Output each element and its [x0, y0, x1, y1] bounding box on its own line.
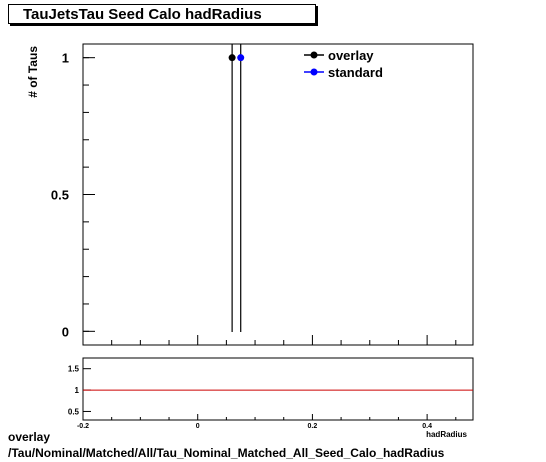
data-point	[228, 54, 236, 62]
chart-title: TauJetsTau Seed Calo hadRadius	[8, 4, 316, 24]
ratio-frame	[82, 357, 474, 421]
plot-frame	[82, 43, 474, 346]
ratio-y-tick-label: 1	[75, 386, 80, 395]
legend-label: overlay	[328, 48, 374, 63]
x-tick-label: 0.4	[422, 423, 432, 430]
x-axis-label: hadRadius	[426, 430, 467, 439]
x-tick-label: -0.2	[77, 423, 89, 430]
caption-path: /Tau/Nominal/Matched/All/Tau_Nominal_Mat…	[8, 446, 445, 460]
y-tick-label: 0.5	[51, 188, 69, 203]
caption-name: overlay	[8, 430, 51, 444]
y-axis-label: # of Taus	[26, 46, 40, 98]
legend-marker	[310, 68, 318, 76]
ratio-y-tick-label: 1.5	[68, 365, 80, 374]
x-tick-label: 0.2	[308, 423, 318, 430]
data-point	[237, 54, 245, 62]
y-tick-label: 1	[62, 51, 69, 66]
x-tick-label: 0	[196, 423, 200, 430]
legend-label: standard	[328, 65, 383, 80]
y-tick-label: 0	[62, 324, 69, 339]
ratio-y-tick-label: 0.5	[68, 407, 80, 416]
legend-marker	[310, 51, 318, 59]
